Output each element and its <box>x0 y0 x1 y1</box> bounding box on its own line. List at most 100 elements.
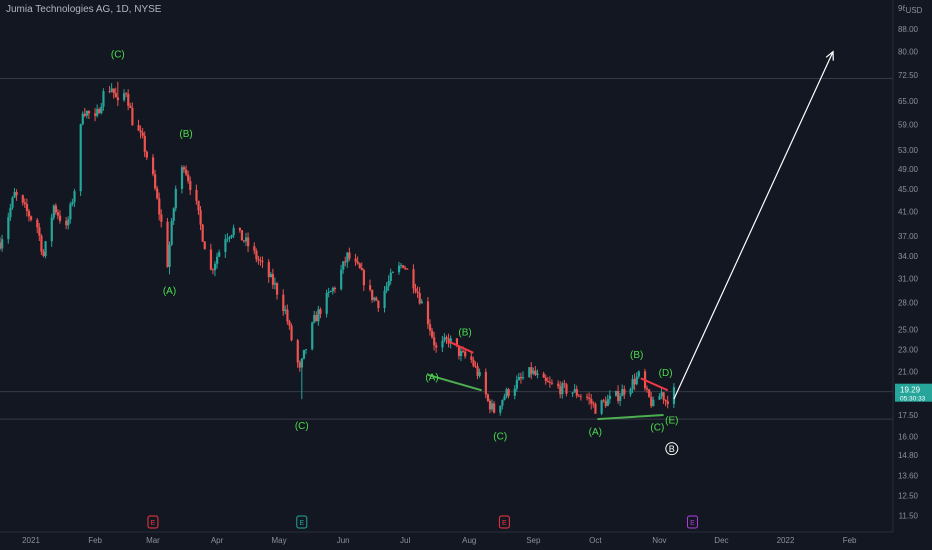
candle-body <box>619 396 622 401</box>
candle-body <box>563 383 566 385</box>
candle-body <box>218 252 221 257</box>
candle-body <box>58 215 62 221</box>
candle-body <box>23 202 27 205</box>
candle-body <box>1 239 4 249</box>
candle-body <box>629 389 632 395</box>
candle-body <box>342 261 345 270</box>
candle-body <box>271 273 275 285</box>
time-axis-tick: Aug <box>462 536 476 545</box>
candle-body <box>290 325 293 341</box>
candle-body <box>85 111 89 116</box>
candle-body <box>40 235 43 252</box>
candle-body <box>579 396 583 398</box>
price-axis: 96.0088.0080.0072.5065.0059.0053.0049.00… <box>892 0 923 532</box>
candle-body <box>253 246 256 251</box>
candle-body <box>385 286 388 291</box>
price-axis-tick: 80.00 <box>898 48 919 57</box>
candle-body <box>185 169 188 175</box>
candle-body <box>637 371 640 377</box>
candle-body <box>116 97 120 101</box>
candle-body <box>247 237 250 247</box>
earnings-event-marker <box>686 515 698 529</box>
price-axis-tick: 13.60 <box>898 471 919 480</box>
candle-body <box>42 251 45 257</box>
price-axis-tick: 28.00 <box>898 299 919 308</box>
price-axis-tick: 53.00 <box>898 146 919 155</box>
currency-box <box>905 4 923 16</box>
candle-body <box>269 273 272 278</box>
candle-body <box>608 395 612 400</box>
candle-body <box>282 294 285 312</box>
candle-body <box>662 392 665 401</box>
candle-body <box>154 174 157 189</box>
projection-arrow <box>673 50 834 400</box>
candle-body <box>588 397 591 399</box>
price-axis-tick: 41.00 <box>898 207 919 216</box>
candle-body <box>586 396 589 398</box>
candle-body <box>575 389 578 396</box>
candle-body <box>375 297 378 301</box>
currency-label: USD <box>906 6 923 15</box>
candle-body <box>7 217 10 240</box>
price-axis-tick: 12.50 <box>898 491 919 500</box>
candle-body <box>228 237 231 239</box>
candle-body <box>459 351 463 356</box>
candle-body <box>296 340 299 363</box>
candle-body <box>302 349 306 359</box>
earnings-event-marker <box>296 515 308 529</box>
price-axis-tick: 37.00 <box>898 232 919 241</box>
wave-label: (C) <box>295 421 309 432</box>
candle-body <box>94 113 97 116</box>
candle-body <box>501 399 504 406</box>
candle-body <box>505 389 508 397</box>
earnings-event-label: E <box>502 520 507 527</box>
price-axis-tick: 21.00 <box>898 367 919 376</box>
candle-body <box>354 258 357 262</box>
last-price-box <box>895 383 932 402</box>
candle-body <box>573 389 576 393</box>
time-axis-tick: Sep <box>526 536 541 545</box>
trendlines <box>427 340 669 421</box>
candle-body <box>137 125 140 131</box>
price-axis-tick: 25.00 <box>898 326 919 335</box>
candle-body <box>435 345 438 348</box>
wave-label: (A) <box>425 373 438 384</box>
candle-body <box>315 315 318 322</box>
candle-body <box>400 265 403 267</box>
candle-body <box>615 391 618 396</box>
wave-labels: (C)(B)(A)(C)(B)(A)(C) (A)(B)(D)(C)(E)B <box>111 50 678 456</box>
candle-body <box>151 157 155 175</box>
candle-body <box>170 220 173 245</box>
candle-body <box>418 292 421 304</box>
price-axis-tick: 16.00 <box>898 432 919 441</box>
candle-body <box>660 392 663 397</box>
candle-body <box>160 214 163 222</box>
candle-body <box>36 219 39 228</box>
candle-body <box>108 91 111 92</box>
price-axis-tick: 45.00 <box>898 185 919 194</box>
candle-body <box>431 330 434 338</box>
candle-body <box>515 380 518 389</box>
candle-body <box>600 400 603 414</box>
candle-body <box>257 259 260 261</box>
candle-body <box>604 401 607 407</box>
candle-body <box>499 405 502 413</box>
candle-body <box>592 403 595 405</box>
candle-body <box>371 289 374 300</box>
candle-body <box>288 321 291 326</box>
candle-body <box>52 205 55 218</box>
candle-body <box>139 130 142 133</box>
candle-body <box>428 324 432 331</box>
candle-body <box>404 267 407 269</box>
candle-body <box>648 389 651 397</box>
candle-body <box>474 365 477 367</box>
candle-body <box>232 227 235 236</box>
candle-body <box>346 252 349 263</box>
candle-body <box>187 174 190 182</box>
candle-body <box>672 387 676 405</box>
candle-body <box>550 382 554 384</box>
candle-body <box>238 227 241 231</box>
candle-body <box>633 378 636 385</box>
candle-body <box>166 221 169 267</box>
